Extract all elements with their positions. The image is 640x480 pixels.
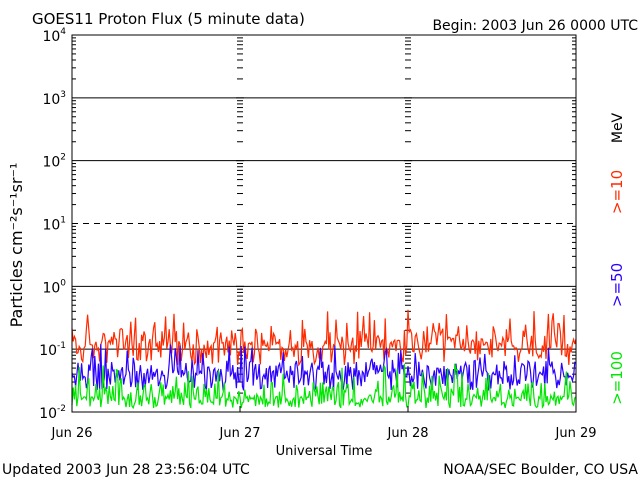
legend-entry: >=10 [608,170,626,214]
series-line-3 [71,363,577,410]
series-line-2 [71,344,577,392]
y-tick-label: 100 [42,278,66,296]
gridlines [72,97,576,350]
legend-entry: >=50 [608,263,626,307]
series-layer [71,309,577,410]
x-axis-label: Universal Time [276,444,373,459]
x-tick-labels: Jun 26 Jun 27 Jun 28 Jun 29 [51,406,597,441]
x-tick-label: Jun 29 [555,426,597,441]
x-tick-label: Jun 28 [387,426,429,441]
y-tick-labels: 10-2 10-1 100 101 102 103 104 [39,27,66,422]
begin-time-label: Begin: 2003 Jun 26 0000 UTC [432,18,638,34]
y-tick-label: 10-1 [39,341,66,359]
plot-frame [71,34,577,413]
source-credit: NOAA/SEC Boulder, CO USA [443,462,638,478]
day-divider-ticks [72,37,576,413]
y-tick-label: 104 [42,27,66,45]
chart-title: GOES11 Proton Flux (5 minute data) [32,10,305,28]
legend-entry: >=100 [608,351,626,405]
series-line-1 [71,309,577,367]
y-tick-label: 10-2 [39,404,66,422]
y-axis-label: Particles cm⁻²s⁻¹sr⁻¹ [7,163,26,328]
x-tick-label: Jun 26 [51,426,93,441]
x-tick-label: Jun 27 [219,426,261,441]
updated-timestamp: Updated 2003 Jun 28 23:56:04 UTC [2,462,250,478]
legend: >=10 >=50 >=100 [608,170,626,405]
y-tick-label: 103 [42,90,66,108]
energy-unit-label: MeV [610,112,626,143]
y-tick-label: 101 [42,216,66,234]
y-tick-label: 102 [42,153,66,171]
